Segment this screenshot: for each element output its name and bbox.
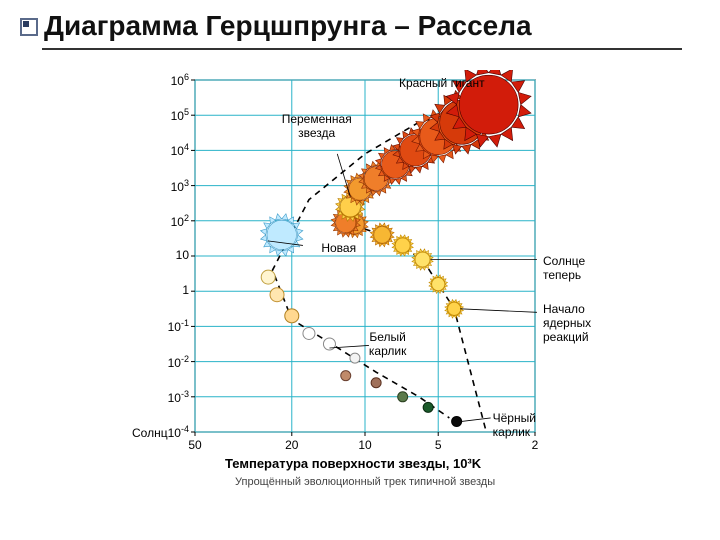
page-title: Диаграмма Герцшпрунга – Рассела [44, 10, 532, 42]
x-axis-title: Температура поверхности звезды, 10³K [225, 456, 481, 471]
label-nova: Новая [321, 241, 356, 255]
y-tick: 104 [153, 142, 189, 158]
y-tick: 102 [153, 213, 189, 229]
label-nuclear-start: Началоядерныхреакций [543, 302, 591, 344]
y-tick: 10-3 [153, 389, 189, 405]
chart-subtitle: Упрощённый эволюционный трек типичной зв… [235, 476, 495, 488]
y-tick: 10 [153, 248, 189, 262]
y-tick: 106 [153, 72, 189, 88]
label-white-dwarf: Белыйкарлик [369, 330, 406, 358]
label-black-dwarf: Чёрныйкарлик [493, 411, 536, 439]
x-tick: 20 [278, 438, 306, 452]
label-variable: Переменнаязвезда [282, 112, 352, 140]
title-underline [42, 48, 682, 50]
label-sun-now: Солнцетеперь [543, 254, 585, 282]
x-tick: 2 [521, 438, 549, 452]
y-tick: 10-2 [153, 354, 189, 370]
bullet-icon [20, 18, 38, 36]
y-axis-unit: Солнц [132, 426, 168, 440]
y-tick: 103 [153, 178, 189, 194]
label-red-giant: Красный гигант [399, 76, 485, 90]
x-tick: 5 [424, 438, 452, 452]
y-tick: 10-1 [153, 318, 189, 334]
y-tick: 1 [153, 283, 189, 297]
x-tick: 10 [351, 438, 379, 452]
y-tick: 105 [153, 107, 189, 123]
x-tick: 50 [181, 438, 209, 452]
